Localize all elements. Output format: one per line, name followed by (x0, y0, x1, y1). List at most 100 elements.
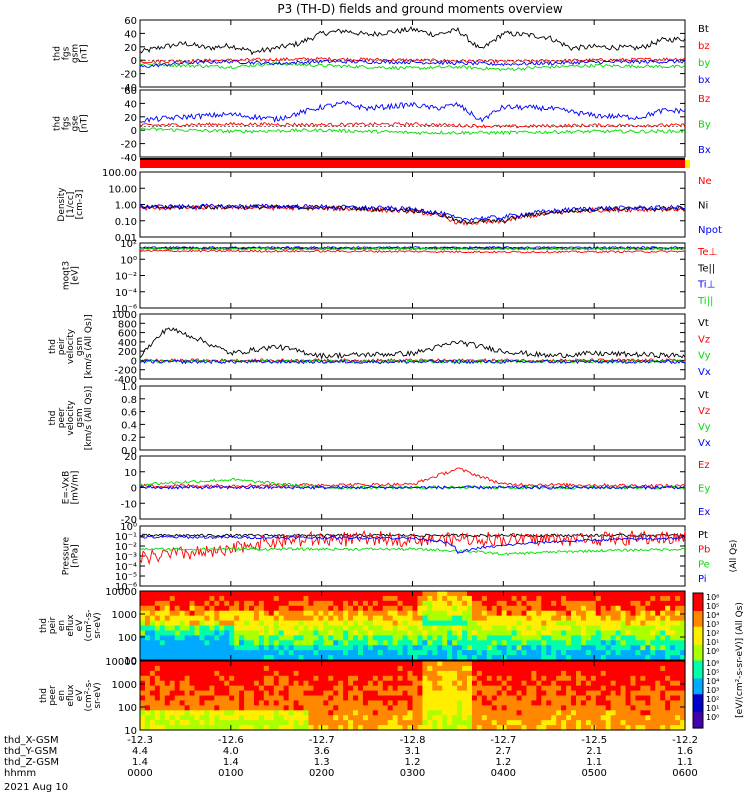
spec-cell (412, 661, 419, 667)
spec-cell (189, 695, 196, 702)
spec-cell (323, 591, 329, 597)
spec-cell (640, 615, 646, 622)
spec-cell (402, 615, 409, 622)
spec-cell (511, 591, 518, 597)
spec-cell (412, 650, 419, 656)
spec-cell (486, 640, 493, 646)
spec-cell (174, 670, 181, 677)
spec-cell (189, 635, 196, 641)
spec-cell (471, 670, 478, 677)
spec-cell (154, 630, 161, 636)
spec-cell (224, 605, 230, 612)
spec-cell (362, 605, 369, 612)
spec-cell (353, 685, 359, 692)
y-label-line: [1/cc] (66, 192, 76, 218)
spec-cell (397, 600, 404, 607)
spec-cell (437, 595, 443, 602)
spec-cell (144, 630, 151, 636)
spec-cell (511, 700, 518, 706)
y-tick-label: 100 (118, 703, 137, 714)
spec-cell (576, 710, 582, 716)
spec-cell (610, 605, 617, 612)
spec-cell (630, 595, 637, 602)
spec-cell (234, 635, 240, 641)
spec-cell (333, 595, 339, 602)
spec-cell (184, 635, 191, 641)
spec-cell (536, 661, 542, 667)
spec-cell (328, 615, 334, 622)
spec-cell (244, 615, 250, 622)
spec-cell (328, 650, 334, 656)
spec-cell (481, 630, 488, 636)
spec-cell (253, 695, 260, 702)
spec-cell (471, 610, 478, 617)
spec-cell (387, 595, 394, 602)
spec-cell (204, 705, 210, 711)
spec-cell (442, 725, 448, 731)
spec-cell (531, 695, 537, 702)
spec-cell (452, 635, 458, 641)
spec-cell (323, 690, 329, 697)
spec-cell (610, 725, 617, 731)
spec-cell (571, 610, 577, 617)
spec-cell (615, 595, 622, 602)
spec-cell (640, 620, 646, 627)
spec-cell (293, 670, 300, 677)
spec-cell (407, 715, 414, 721)
spec-cell (253, 725, 260, 731)
spec-cell (219, 591, 225, 597)
spec-cell (521, 620, 528, 627)
spec-cell (159, 595, 166, 602)
spec-cell (412, 615, 419, 622)
spec-cell (417, 725, 423, 731)
spec-cell (194, 615, 201, 622)
spec-cell (263, 665, 270, 672)
spec-cell (566, 685, 572, 692)
spec-cell (348, 695, 354, 702)
spec-cell (625, 725, 632, 731)
spec-cell (219, 685, 225, 692)
spec-cell (377, 600, 384, 607)
spec-cell (224, 700, 230, 706)
spec-cell (308, 591, 314, 597)
ephem-value: -12.2 (672, 735, 698, 746)
spec-cell (283, 690, 290, 697)
spec-cell (595, 715, 602, 721)
spec-cell (506, 715, 513, 721)
spec-cell (650, 635, 656, 641)
spec-cell (625, 680, 632, 687)
spec-cell (590, 661, 597, 667)
spec-cell (199, 670, 205, 677)
spec-cell (253, 620, 260, 627)
spec-cell (427, 635, 433, 641)
spec-cell (144, 635, 151, 641)
spec-cell (486, 675, 493, 682)
spec-cell (199, 605, 205, 612)
spec-cell (144, 605, 151, 612)
spec-cell (457, 715, 463, 721)
spec-cell (620, 605, 627, 612)
spec-cell (491, 610, 498, 617)
spec-cell (670, 630, 676, 636)
spec-cell (159, 695, 166, 702)
spec-cell (382, 705, 389, 711)
spec-cell (174, 600, 181, 607)
spec-cell (367, 715, 374, 721)
spec-cell (392, 695, 399, 702)
spec-cell (353, 591, 359, 597)
spec-cell (343, 725, 349, 731)
spec-cell (214, 680, 220, 687)
spec-cell (164, 640, 171, 646)
spec-cell (343, 710, 349, 716)
spec-cell (323, 640, 329, 646)
spec-cell (343, 635, 349, 641)
spec-cell (199, 650, 205, 656)
spec-cell (635, 605, 641, 612)
spec-cell (655, 600, 661, 607)
spec-cell (229, 610, 235, 617)
spec-cell (392, 620, 399, 627)
spec-cell (402, 630, 409, 636)
spec-cell (610, 661, 617, 667)
